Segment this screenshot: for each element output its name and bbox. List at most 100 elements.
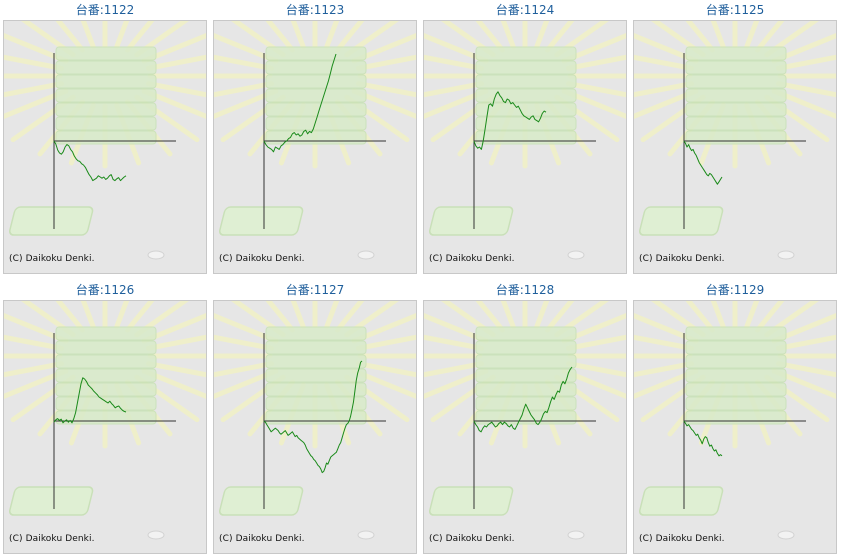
sunburst-ray — [424, 361, 485, 378]
background-artwork — [214, 21, 416, 260]
tray-stack — [265, 116, 367, 131]
tray-stack — [685, 340, 787, 355]
tray-image — [218, 486, 304, 516]
machine-chart-0: 台番:1122 (C) Daikoku Denki. — [3, 0, 207, 276]
sunburst-ray — [114, 21, 130, 50]
tray-stack — [475, 340, 577, 355]
sunburst-ray — [685, 21, 715, 53]
sunburst-ray — [534, 301, 550, 330]
tray-image — [428, 206, 514, 236]
background-artwork — [424, 21, 626, 260]
chart-title[interactable]: 台番:1127 — [285, 283, 345, 297]
coin-image — [357, 250, 375, 260]
tray-stack — [685, 354, 787, 369]
tray-image — [8, 206, 94, 236]
tray-stack — [55, 340, 157, 355]
chart-title[interactable]: 台番:1126 — [75, 283, 135, 297]
chart-panel: (C) Daikoku Denki. — [3, 20, 207, 274]
tray-stack — [475, 130, 577, 145]
tray-stack — [265, 46, 367, 61]
sunburst-ray — [775, 334, 836, 351]
tray-stack — [475, 46, 577, 61]
chart-svg — [634, 21, 836, 260]
chart-svg — [4, 21, 206, 260]
chart-svg — [634, 301, 836, 540]
tray-stack — [265, 396, 367, 411]
tray-stack — [55, 116, 157, 131]
sunburst-ray — [534, 21, 550, 50]
copyright-text: (C) Daikoku Denki. — [429, 534, 515, 544]
copyright-text: (C) Daikoku Denki. — [219, 534, 305, 544]
sunburst-ray — [744, 301, 760, 330]
tray-stack — [55, 60, 157, 75]
sunburst-ray — [125, 21, 155, 53]
coin-image — [357, 530, 375, 540]
sunburst-ray — [290, 21, 306, 50]
chart-title[interactable]: 台番:1122 — [75, 3, 135, 17]
tray-stack — [475, 60, 577, 75]
sunburst-ray — [335, 21, 365, 53]
copyright-text: (C) Daikoku Denki. — [429, 254, 515, 264]
chart-panel: (C) Daikoku Denki. — [423, 300, 627, 554]
sunburst-ray — [214, 81, 275, 98]
tray-stack — [475, 354, 577, 369]
sunburst-ray — [145, 54, 206, 71]
sunburst-ray — [565, 54, 626, 71]
sunburst-ray — [500, 21, 516, 50]
series-line — [473, 366, 573, 433]
sunburst-ray — [775, 54, 836, 71]
background-artwork — [424, 301, 626, 540]
sunburst-ray — [565, 361, 626, 378]
sunburst-ray — [214, 361, 275, 378]
series-line — [263, 360, 363, 474]
tray-stack — [475, 88, 577, 103]
sunburst-ray — [634, 81, 695, 98]
sunburst-ray — [775, 361, 836, 378]
sunburst-ray — [145, 334, 206, 351]
tray-image — [638, 206, 724, 236]
tray-stack — [265, 74, 367, 89]
coin-image — [777, 530, 795, 540]
chart-title[interactable]: 台番:1129 — [705, 283, 765, 297]
chart-panel: (C) Daikoku Denki. — [213, 20, 417, 274]
sunburst-ray — [55, 301, 85, 333]
sunburst-ray — [424, 81, 485, 98]
tray-stack — [265, 326, 367, 341]
tray-stack — [265, 88, 367, 103]
sunburst-ray — [335, 301, 365, 333]
sunburst-ray — [214, 54, 275, 71]
sunburst-ray — [500, 301, 516, 330]
coin-image — [567, 250, 585, 260]
tray-stack — [55, 88, 157, 103]
series-line — [263, 53, 337, 153]
coin-image — [147, 530, 165, 540]
tray-stack — [685, 74, 787, 89]
sunburst-ray — [114, 301, 130, 330]
chart-title[interactable]: 台番:1125 — [705, 3, 765, 17]
sunburst-ray — [324, 21, 340, 50]
machine-chart-2: 台番:1124 (C) Daikoku Denki. — [423, 0, 627, 276]
sunburst-ray — [424, 54, 485, 71]
background-artwork — [4, 21, 206, 260]
tray-stack — [475, 102, 577, 117]
tray-image — [8, 486, 94, 516]
sunburst-ray — [775, 81, 836, 98]
tray-image — [428, 486, 514, 516]
chart-title[interactable]: 台番:1124 — [495, 3, 555, 17]
tray-stack — [475, 116, 577, 131]
chart-panel: (C) Daikoku Denki. — [423, 20, 627, 274]
tray-stack — [265, 382, 367, 397]
tray-stack — [685, 46, 787, 61]
sunburst-ray — [4, 334, 65, 351]
chart-panel: (C) Daikoku Denki. — [633, 20, 837, 274]
chart-title[interactable]: 台番:1128 — [495, 283, 555, 297]
background-artwork — [4, 301, 206, 540]
tray-stack — [55, 368, 157, 383]
sunburst-ray — [355, 361, 416, 378]
machine-chart-4: 台番:1126 (C) Daikoku Denki. — [3, 280, 207, 556]
tray-stack — [685, 102, 787, 117]
copyright-text: (C) Daikoku Denki. — [219, 254, 305, 264]
sunburst-ray — [55, 21, 85, 53]
chart-title[interactable]: 台番:1123 — [285, 3, 345, 17]
machine-chart-7: 台番:1129 (C) Daikoku Denki. — [633, 280, 837, 556]
